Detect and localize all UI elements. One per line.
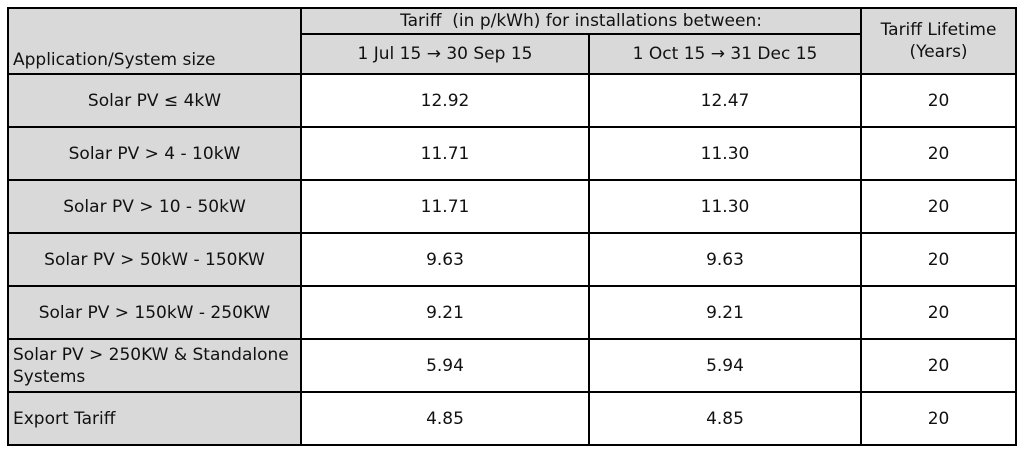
table-row: Solar PV > 150kW - 250KW 9.21 9.21 20 [7,285,1018,340]
table-row: Export Tariff 4.85 4.85 20 [7,391,1018,446]
row-header: Export Tariff [7,391,302,446]
table-cell: 11.71 [300,126,590,181]
row-header: Solar PV > 4 - 10kW [7,126,302,181]
table-cell: 12.92 [300,73,590,128]
column-header: Tariff Lifetime (Years) [860,7,1018,75]
table-row: Solar PV > 50kW - 150KW 9.63 9.63 20 [7,232,1018,287]
table-cell: 5.94 [300,338,590,393]
table-cell: 20 [860,391,1018,446]
table-cell: 20 [860,338,1018,393]
table-header: Application/System size Tariff (in p/kWh… [7,7,1018,75]
table-cell: 9.63 [587,232,863,287]
table-cell: 9.21 [300,285,590,340]
table-cell: 11.30 [587,179,863,234]
table-row: Solar PV > 250KW & Standalone Systems 5.9… [7,338,1018,393]
row-header: Solar PV > 150kW - 250KW [7,285,302,340]
table-cell: 20 [860,179,1018,234]
table-row: Solar PV > 10 - 50kW 11.71 11.30 20 [7,179,1018,234]
table-cell: 11.71 [300,179,590,234]
tariff-table: Application/System size Tariff (in p/kWh… [7,7,1018,446]
table-cell: 20 [860,73,1018,128]
row-header: Solar PV ≤ 4kW [7,73,302,128]
row-header: Solar PV > 250KW & Standalone Systems [7,338,302,393]
group-header: Tariff (in p/kWh) for installations betw… [299,7,863,35]
table-cell: 5.94 [587,338,863,393]
table-cell: 11.30 [587,126,863,181]
row-header: Solar PV > 50kW - 150KW [7,232,302,287]
table-cell: 20 [860,285,1018,340]
table-cell: 9.63 [300,232,590,287]
table-row: Solar PV > 4 - 10kW 11.71 11.30 20 [7,126,1018,181]
table-cell: 9.21 [587,285,863,340]
column-header: Application/System size [7,7,302,75]
row-header: Solar PV > 10 - 50kW [7,179,302,234]
table-cell: 4.85 [587,391,863,446]
table-cell: 20 [860,126,1018,181]
table-cell: 12.47 [587,73,863,128]
table-cell: 20 [860,232,1018,287]
column-header: 1 Oct 15 → 31 Dec 15 [587,33,863,75]
table-cell: 4.85 [300,391,590,446]
table-body: Solar PV ≤ 4kW 12.92 12.47 20 Solar PV > 4 -… [7,73,1018,446]
table-row: Solar PV ≤ 4kW 12.92 12.47 20 [7,73,1018,128]
column-header: 1 Jul 15 → 30 Sep 15 [300,33,590,75]
